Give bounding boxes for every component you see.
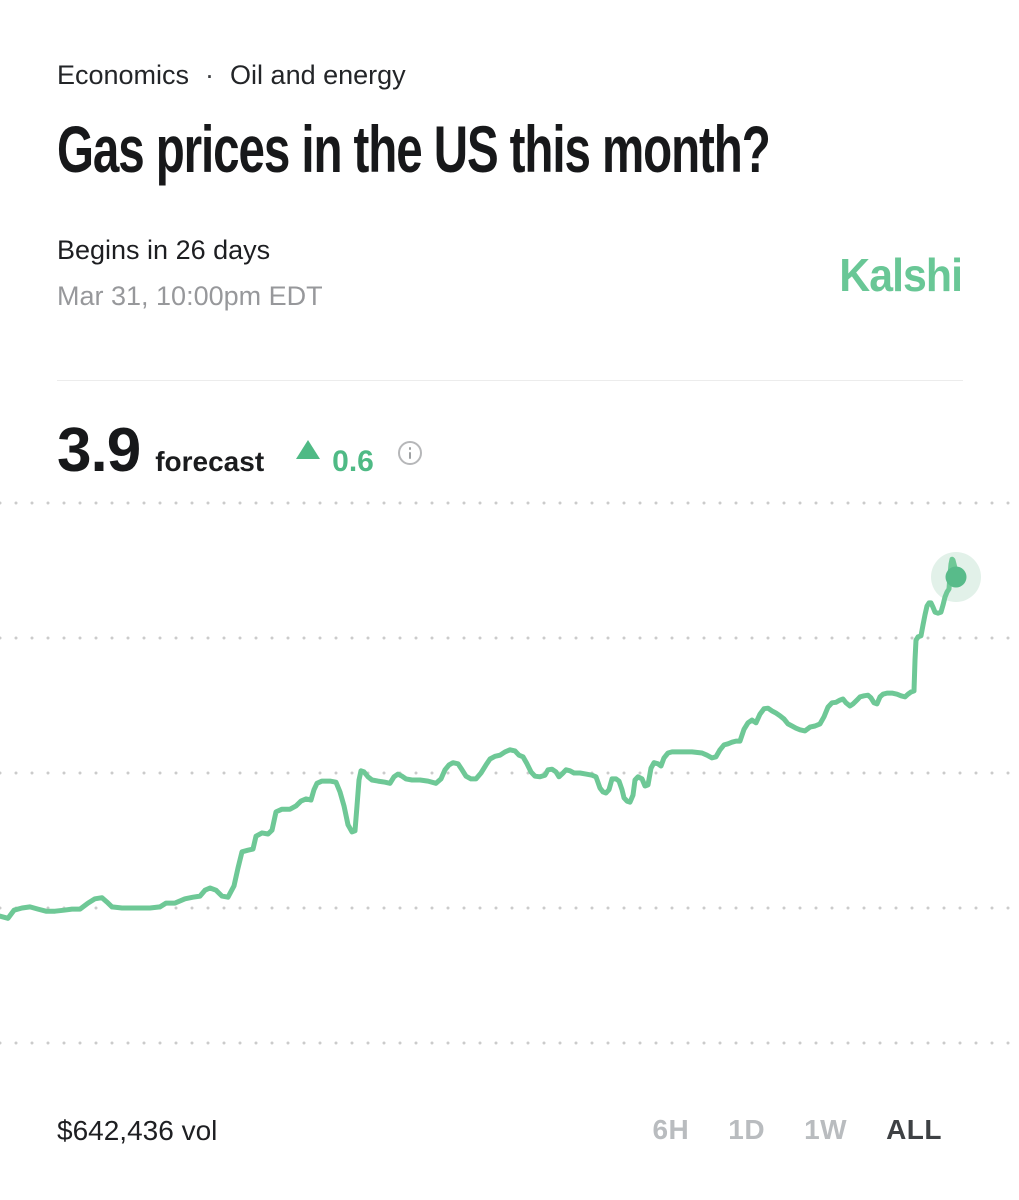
forecast-chart[interactable]	[0, 460, 1019, 1060]
range-button-1d[interactable]: 1D	[728, 1114, 766, 1145]
last-point-dot	[945, 566, 967, 588]
forecast-line	[0, 556, 959, 921]
range-button-1w[interactable]: 1W	[804, 1114, 848, 1145]
forecast-row: 3.9 forecast 0.6	[57, 420, 422, 482]
forecast-label: forecast	[155, 446, 265, 477]
range-button-all[interactable]: ALL	[886, 1114, 942, 1145]
kalshi-logo[interactable]: Kalshi	[839, 249, 963, 301]
forecast-change-value: 0.6	[332, 445, 374, 478]
breadcrumb: Economics · Oil and energy	[57, 60, 406, 91]
page-title: Gas prices in the US this month?	[57, 112, 771, 186]
forecast-value: 3.9	[57, 416, 141, 485]
delta-up-triangle-icon	[296, 439, 321, 459]
time-range-selector: 6H 1D 1W ALL	[652, 1114, 942, 1146]
event-datetime: Mar 31, 10:00pm EDT	[57, 281, 323, 311]
info-circle-icon[interactable]	[397, 441, 422, 465]
volume-text: $642,436 vol	[57, 1115, 218, 1146]
breadcrumb-subcategory[interactable]: Oil and energy	[230, 60, 406, 90]
event-begins-text: Begins in 26 days	[57, 235, 271, 265]
forecast-chart-svg[interactable]	[0, 460, 1019, 1060]
breadcrumb-separator: ·	[205, 60, 215, 90]
range-button-6h[interactable]: 6H	[652, 1114, 690, 1145]
section-divider	[57, 380, 963, 381]
breadcrumb-category[interactable]: Economics	[57, 60, 190, 90]
